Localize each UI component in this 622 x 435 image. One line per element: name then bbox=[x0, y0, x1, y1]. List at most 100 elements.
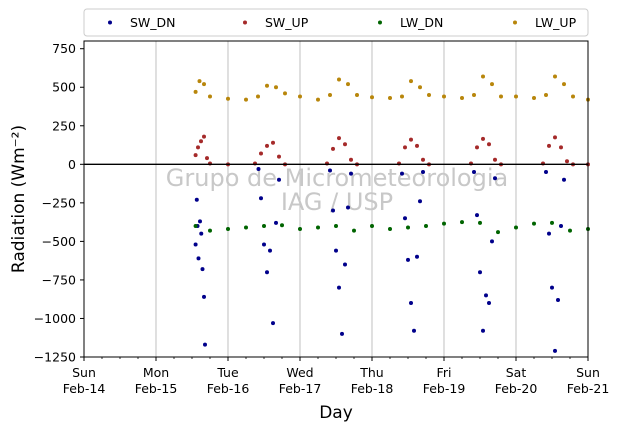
point-LW_UP bbox=[355, 92, 359, 97]
point-SW_UP bbox=[271, 140, 275, 145]
point-LW_DN bbox=[478, 220, 482, 225]
x-tick-label-date: Feb-21 bbox=[567, 381, 610, 396]
point-SW_DN bbox=[271, 321, 275, 326]
point-SW_UP bbox=[565, 159, 569, 164]
point-LW_DN bbox=[388, 227, 392, 232]
point-SW_DN bbox=[346, 205, 350, 210]
point-SW_DN bbox=[328, 168, 332, 173]
point-SW_DN bbox=[553, 348, 557, 353]
point-SW_DN bbox=[259, 196, 263, 201]
point-LW_DN bbox=[262, 223, 266, 228]
x-axis-ticks: SunFeb-14MonFeb-15TueFeb-16WedFeb-17ThuF… bbox=[63, 357, 610, 396]
point-LW_UP bbox=[265, 83, 269, 88]
point-LW_DN bbox=[496, 230, 500, 235]
point-LW_UP bbox=[532, 96, 536, 101]
point-SW_DN bbox=[544, 170, 548, 175]
point-LW_UP bbox=[226, 96, 230, 101]
point-LW_UP bbox=[400, 94, 404, 99]
point-SW_DN bbox=[493, 176, 497, 181]
point-LW_DN bbox=[280, 223, 284, 228]
point-SW_UP bbox=[199, 139, 203, 144]
point-SW_UP bbox=[403, 145, 407, 150]
point-SW_DN bbox=[196, 256, 201, 261]
point-LW_DN bbox=[442, 221, 446, 226]
y-tick-label: −500 bbox=[42, 234, 76, 249]
point-LW_DN bbox=[514, 225, 518, 230]
point-SW_DN bbox=[403, 216, 407, 221]
point-LW_UP bbox=[193, 89, 198, 94]
point-SW_DN bbox=[556, 297, 560, 302]
x-tick-label-date: Feb-20 bbox=[495, 381, 538, 396]
series-LW_DN bbox=[193, 220, 590, 235]
watermark: Grupo de Micrometeorologia IAG / USP bbox=[166, 164, 508, 216]
point-SW_UP bbox=[547, 143, 551, 148]
point-SW_DN bbox=[277, 177, 281, 182]
point-SW_UP bbox=[277, 154, 281, 159]
point-SW_DN bbox=[268, 248, 272, 253]
point-LW_UP bbox=[202, 82, 206, 87]
point-SW_UP bbox=[265, 143, 269, 148]
point-LW_DN bbox=[226, 227, 230, 232]
point-SW_DN bbox=[200, 267, 205, 272]
point-SW_DN bbox=[340, 331, 344, 336]
point-LW_DN bbox=[370, 223, 374, 228]
point-LW_UP bbox=[328, 92, 332, 97]
point-SW_DN bbox=[262, 242, 266, 247]
legend-marker-LW_DN bbox=[378, 20, 382, 25]
point-LW_DN bbox=[460, 220, 464, 225]
point-LW_UP bbox=[298, 94, 302, 99]
x-tick-label-day: Wed bbox=[286, 365, 313, 380]
point-SW_UP bbox=[193, 153, 198, 158]
point-LW_UP bbox=[472, 92, 476, 97]
point-SW_UP bbox=[409, 137, 413, 142]
point-SW_UP bbox=[343, 142, 347, 147]
legend-marker-SW_UP bbox=[243, 20, 247, 25]
point-SW_DN bbox=[194, 197, 199, 202]
point-SW_UP bbox=[553, 135, 557, 140]
point-LW_UP bbox=[370, 95, 374, 100]
point-SW_DN bbox=[415, 254, 419, 259]
point-SW_DN bbox=[343, 262, 347, 267]
point-LW_UP bbox=[418, 85, 422, 90]
point-SW_DN bbox=[412, 328, 416, 333]
x-tick-label-day: Sat bbox=[506, 365, 527, 380]
point-SW_UP bbox=[421, 157, 425, 162]
point-SW_DN bbox=[478, 270, 482, 275]
point-SW_DN bbox=[331, 208, 335, 213]
point-LW_DN bbox=[334, 223, 338, 228]
point-SW_DN bbox=[349, 171, 353, 176]
watermark-line-1: Grupo de Micrometeorologia bbox=[166, 164, 508, 192]
point-LW_UP bbox=[427, 92, 431, 97]
x-tick-label-day: Sun bbox=[72, 365, 96, 380]
y-tick-label: 250 bbox=[52, 118, 76, 133]
series-SW_DN bbox=[193, 166, 566, 353]
x-tick-label-day: Fri bbox=[437, 365, 452, 380]
point-SW_UP bbox=[337, 136, 341, 141]
point-SW_DN bbox=[421, 170, 425, 175]
point-LW_DN bbox=[532, 221, 536, 226]
point-SW_DN bbox=[559, 223, 563, 228]
point-SW_DN bbox=[198, 219, 202, 224]
y-tick-label: −1250 bbox=[34, 350, 76, 365]
point-SW_DN bbox=[418, 199, 422, 204]
point-LW_UP bbox=[514, 94, 518, 99]
x-tick-label-date: Feb-18 bbox=[351, 381, 394, 396]
series-LW_UP bbox=[193, 74, 590, 102]
point-SW_UP bbox=[493, 157, 497, 162]
point-LW_DN bbox=[352, 228, 356, 233]
x-tick-label-date: Feb-19 bbox=[423, 381, 466, 396]
point-LW_DN bbox=[208, 228, 212, 233]
point-LW_UP bbox=[490, 82, 494, 87]
point-LW_UP bbox=[562, 82, 566, 87]
legend-label-LW_UP: LW_UP bbox=[535, 15, 577, 30]
legend-box bbox=[83, 8, 589, 37]
point-LW_UP bbox=[256, 94, 260, 99]
legend-label-LW_DN: LW_DN bbox=[400, 15, 443, 30]
y-tick-label: −750 bbox=[42, 272, 76, 287]
x-tick-label-day: Tue bbox=[216, 365, 239, 380]
point-SW_DN bbox=[337, 285, 341, 290]
point-SW_UP bbox=[559, 145, 563, 150]
x-tick-label-day: Thu bbox=[359, 365, 383, 380]
